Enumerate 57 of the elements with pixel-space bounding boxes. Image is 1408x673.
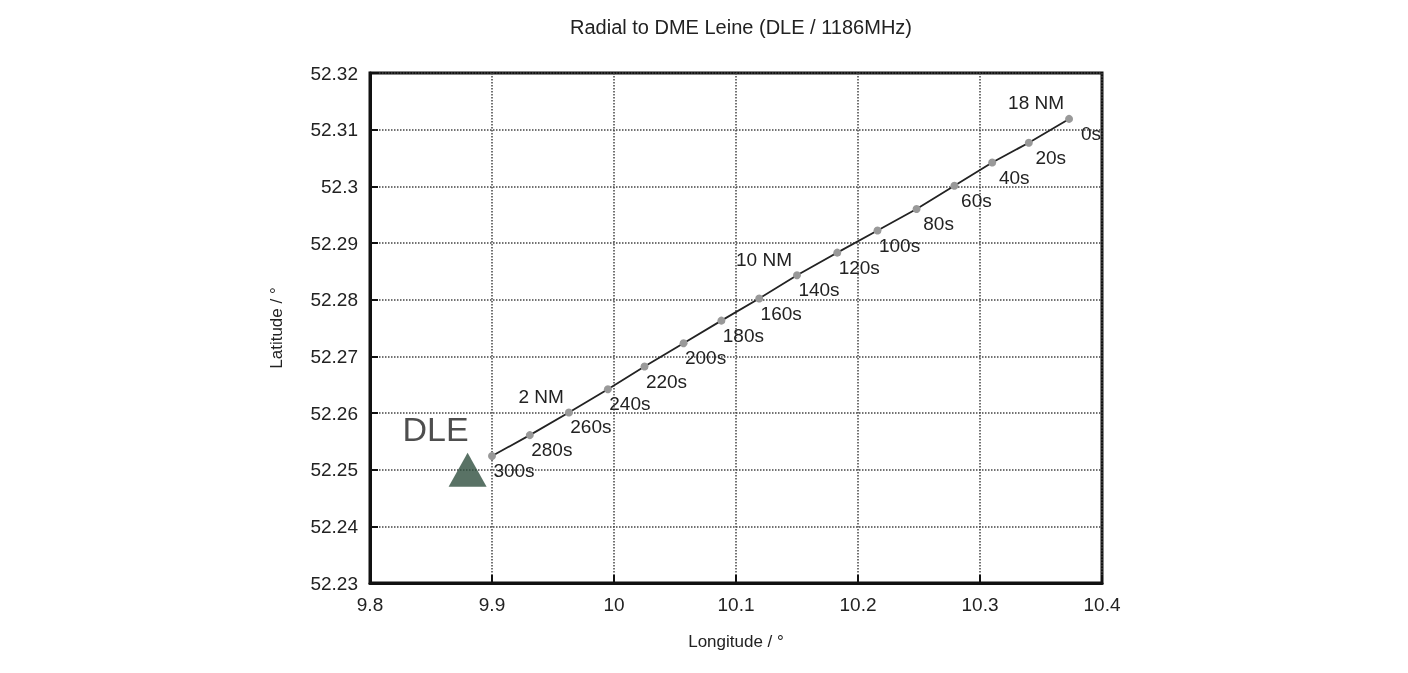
y-tick-label: 52.31: [310, 119, 358, 141]
annotation: 280s: [531, 439, 573, 461]
point: [833, 248, 842, 257]
point: [755, 294, 764, 303]
point: [603, 385, 612, 394]
point: [912, 205, 921, 213]
y-axis-title: Latitude / °: [267, 287, 286, 369]
annotation: 260s: [570, 416, 612, 438]
annotation: 10 NM: [736, 248, 792, 270]
annotation: 140s: [798, 279, 840, 301]
point: [564, 408, 573, 417]
x-axis-title: Longitude / °: [688, 632, 784, 651]
point: [873, 226, 882, 235]
annotation: 60s: [961, 189, 992, 211]
point: [717, 316, 726, 325]
point: [950, 181, 959, 190]
y-tick-label: 52.26: [310, 402, 358, 424]
annotation: 20s: [1035, 146, 1067, 168]
x-tick-label: 10.1: [717, 594, 755, 615]
y-tick-label: 52.28: [310, 289, 358, 311]
point: [488, 452, 496, 461]
y-tick-label: 52.25: [310, 459, 358, 481]
y-tick-label: 52.29: [310, 232, 358, 254]
point: [793, 271, 801, 280]
point: [448, 452, 487, 487]
series-label: DLE: [402, 409, 469, 448]
annotation: 80s: [923, 213, 954, 234]
annotation: 160s: [760, 302, 802, 324]
annotation: 120s: [838, 256, 880, 278]
point: [525, 431, 534, 440]
point: [679, 339, 688, 348]
x-tick-label: 9.8: [356, 594, 384, 615]
y-tick-label: 52.3: [321, 175, 358, 197]
y-tick-label: 52.23: [310, 572, 358, 594]
annotation: 300s: [493, 460, 535, 482]
annotation: 0s: [1081, 122, 1102, 144]
annotation: 220s: [645, 370, 688, 392]
x-tick-label: 10.4: [1083, 594, 1121, 615]
y-tick-label: 52.32: [310, 62, 358, 84]
y-tick-label: 52.24: [310, 515, 359, 537]
point: [1065, 114, 1074, 123]
annotation: 200s: [684, 347, 727, 369]
annotation: 180s: [722, 324, 764, 346]
x-tick-label: 10: [603, 594, 625, 615]
point: [1024, 138, 1033, 147]
annotation: 100s: [878, 234, 921, 256]
annotation: 2 NM: [518, 385, 564, 407]
y-tick-label: 52.27: [310, 345, 358, 367]
point: [640, 362, 649, 371]
annotation: 40s: [998, 166, 1030, 188]
point: [988, 158, 997, 167]
chart-title: Radial to DME Leine (DLE / 1186MHz): [570, 16, 912, 38]
x-tick-label: 10.2: [839, 594, 877, 615]
annotation: 240s: [609, 393, 651, 415]
annotation: 18 NM: [1008, 92, 1065, 114]
x-tick-label: 10.3: [961, 594, 999, 615]
x-tick-label: 9.9: [478, 594, 506, 615]
